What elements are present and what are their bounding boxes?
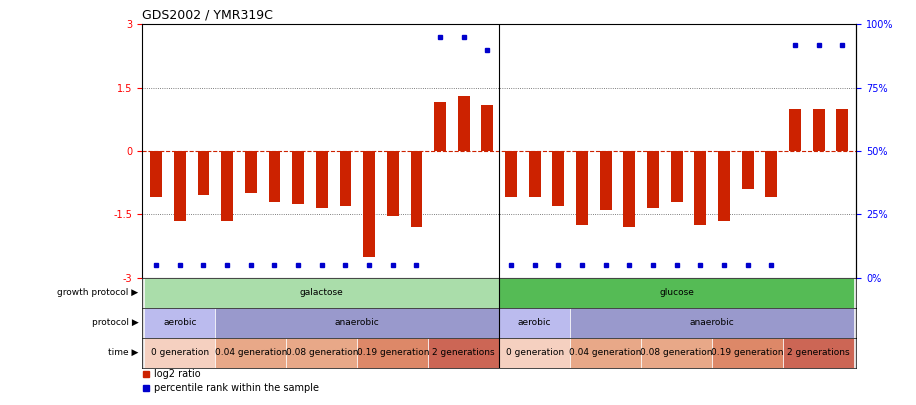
Bar [499,308,570,338]
Bar [222,151,233,221]
Bar [174,151,186,221]
Bar [836,109,848,151]
Text: 0.04 generation: 0.04 generation [570,348,642,357]
Bar [812,109,824,151]
Bar [783,338,854,367]
Bar [712,338,783,367]
Bar [789,109,801,151]
Bar [742,151,754,189]
Text: anaerobic: anaerobic [335,318,379,327]
Bar [410,151,422,227]
Text: galactose: galactose [300,288,344,297]
Bar [150,151,162,198]
Text: glucose: glucose [660,288,694,297]
Bar [145,278,499,308]
Bar [766,151,777,198]
Bar [387,151,398,216]
Bar [215,308,499,338]
Bar [499,338,570,367]
Bar [429,338,499,367]
Bar [215,338,287,367]
Bar [363,151,375,256]
Bar [145,338,215,367]
Bar [499,278,854,308]
Bar [529,151,540,198]
Bar [340,151,352,206]
Text: time ▶: time ▶ [108,348,138,357]
Text: 0.08 generation: 0.08 generation [640,348,713,357]
Bar [624,151,636,227]
Bar [576,151,588,225]
Bar [570,308,854,338]
Text: percentile rank within the sample: percentile rank within the sample [154,383,319,393]
Text: aerobic: aerobic [518,318,551,327]
Bar [552,151,564,206]
Text: GDS2002 / YMR319C: GDS2002 / YMR319C [142,9,273,22]
Bar [145,308,215,338]
Text: 2 generations: 2 generations [787,348,850,357]
Bar [600,151,612,210]
Bar [671,151,682,202]
Bar [316,151,328,208]
Text: 0.08 generation: 0.08 generation [286,348,358,357]
Text: 0 generation: 0 generation [506,348,563,357]
Text: log2 ratio: log2 ratio [154,369,201,379]
Bar [505,151,517,198]
Bar [292,151,304,204]
Bar [570,338,641,367]
Bar [245,151,256,193]
Bar [357,338,429,367]
Bar [647,151,659,208]
Bar [268,151,280,202]
Bar [718,151,730,221]
Bar [198,151,210,195]
Text: growth protocol ▶: growth protocol ▶ [58,288,138,297]
Bar [458,96,470,151]
Text: 0.19 generation: 0.19 generation [356,348,429,357]
Bar [287,338,357,367]
Text: aerobic: aerobic [163,318,197,327]
Text: 2 generations: 2 generations [432,348,495,357]
Bar [482,104,494,151]
Text: 0.04 generation: 0.04 generation [214,348,287,357]
Bar [434,102,446,151]
Text: 0.19 generation: 0.19 generation [712,348,784,357]
Text: protocol ▶: protocol ▶ [92,318,138,327]
Text: anaerobic: anaerobic [690,318,735,327]
Bar [641,338,712,367]
Bar [694,151,706,225]
Text: 0 generation: 0 generation [151,348,209,357]
